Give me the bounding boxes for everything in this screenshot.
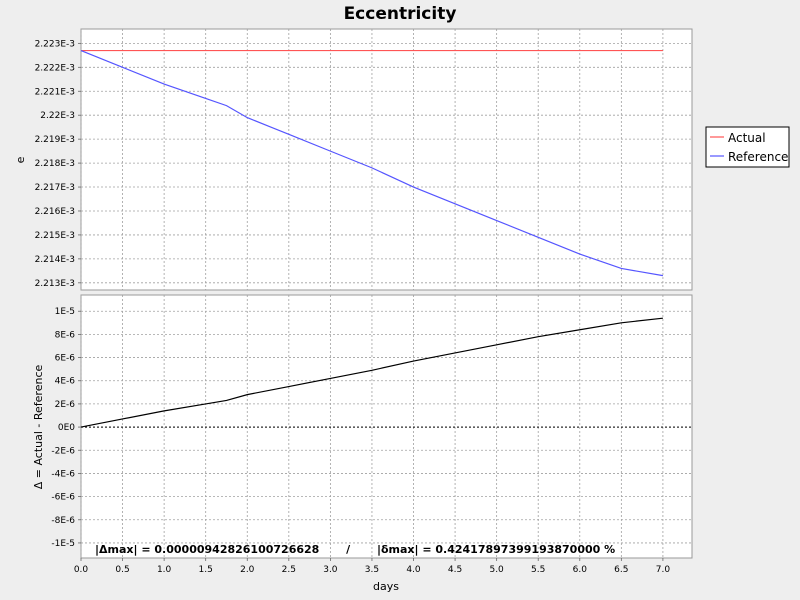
legend-label-reference: Reference: [728, 150, 788, 164]
top-y-tick-label: 2.223E-3: [35, 39, 75, 49]
top-y-tick-label: 2.213E-3: [35, 279, 75, 289]
top-y-tick-label: 2.219E-3: [35, 135, 75, 145]
top-panel: 2.223E-3 2.222E-3 2.221E-3 2.22E-3 2.219E-3 2…: [14, 28, 693, 291]
legend-label-actual: Actual: [728, 131, 766, 145]
x-tick-label: 2.0: [240, 565, 255, 575]
top-y-tick-label: 2.215E-3: [35, 231, 75, 241]
top-y-axis-label: e: [14, 156, 27, 163]
top-plot-area: [80, 28, 693, 291]
x-tick-label: 6.5: [614, 565, 628, 575]
top-series-reference: [80, 49, 664, 277]
top-y-tick-label: 2.214E-3: [35, 255, 75, 265]
bottom-gridlines: [78, 295, 692, 558]
bottom-y-tick-labels: 1E-5 8E-6 6E-6 4E-6 2E-6 0E0 -2E-6 -4E-6 -6E-6 -8…: [51, 307, 75, 549]
bottom-y-tick-label: 8E-6: [55, 330, 76, 340]
x-tick-label: 2.5: [282, 565, 296, 575]
x-tick-label: 1.5: [199, 565, 213, 575]
top-y-tick-label: 2.22E-3: [40, 111, 75, 121]
top-y-tick-labels: 2.223E-3 2.222E-3 2.221E-3 2.22E-3 2.219E-3 2…: [35, 39, 75, 288]
x-tick-label: 3.5: [365, 565, 379, 575]
bottom-series-series-0: [80, 317, 663, 428]
top-y-tick-label: 2.216E-3: [35, 207, 75, 217]
bottom-y-tick-label: -1E-5: [51, 539, 75, 549]
bottom-y-tick-label: 4E-6: [55, 377, 76, 387]
x-tick-label: 3.0: [323, 565, 338, 575]
top-y-tick-label: 2.218E-3: [35, 159, 75, 169]
x-tick-label: 4.0: [406, 565, 421, 575]
bottom-y-tick-label: -8E-6: [51, 516, 75, 526]
bottom-y-tick-label: 0E0: [58, 423, 75, 433]
bottom-y-tick-label: 2E-6: [55, 400, 76, 410]
bottom-y-tick-label: 1E-5: [55, 307, 75, 317]
bottom-y-tick-label: 6E-6: [55, 354, 76, 364]
top-series-lines: [80, 49, 664, 277]
legend: Actual Reference: [705, 126, 790, 168]
top-y-tick-label: 2.221E-3: [35, 87, 75, 97]
top-y-tick-label: 2.222E-3: [35, 63, 75, 73]
bottom-panel: 1E-5 8E-6 6E-6 4E-6 2E-6 0E0 -2E-6 -4E-6 -6E-6 -8…: [32, 294, 693, 559]
bottom-plot-area: [80, 294, 693, 559]
delta-annotation: |Δmax| = 0.00000942826100726628 / |δmax|…: [95, 543, 615, 556]
x-tick-label: 4.5: [448, 565, 462, 575]
bottom-y-axis-label: Δ = Actual - Reference: [32, 364, 45, 489]
x-tick-label: 5.5: [531, 565, 545, 575]
x-tick-label: 0.0: [74, 565, 89, 575]
bottom-y-tick-label: -6E-6: [51, 493, 75, 503]
top-gridlines: [78, 29, 692, 290]
x-tick-label: 7.0: [656, 565, 671, 575]
bottom-y-tick-label: -2E-6: [51, 446, 75, 456]
x-tick-label: 1.0: [157, 565, 172, 575]
x-tick-label: 0.5: [115, 565, 129, 575]
bottom-y-tick-label: -4E-6: [51, 469, 75, 479]
x-tick-label: 5.0: [489, 565, 504, 575]
legend-box: [705, 126, 790, 168]
x-axis-label: days: [373, 580, 399, 593]
chart-title: Eccentricity: [344, 4, 457, 24]
x-tick-label: 6.0: [573, 565, 588, 575]
top-y-tick-label: 2.217E-3: [35, 183, 75, 193]
bottom-series-lines: [80, 317, 663, 428]
x-tick-labels: 0.0 0.5 1.0 1.5 2.0 2.5 3.0 3.5 4.0 4.5 5.0 5.5 6.0 6…: [74, 558, 670, 575]
